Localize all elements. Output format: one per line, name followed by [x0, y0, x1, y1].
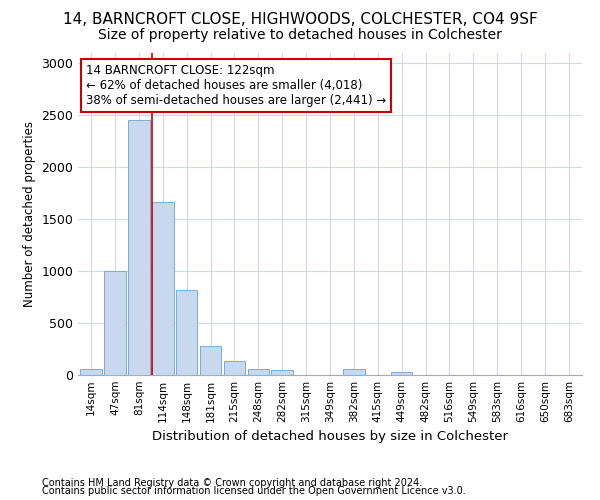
- Bar: [271, 370, 293, 375]
- Bar: [104, 271, 126, 375]
- Bar: [248, 370, 269, 375]
- Bar: [200, 346, 221, 375]
- X-axis label: Distribution of detached houses by size in Colchester: Distribution of detached houses by size …: [152, 430, 508, 444]
- Text: Size of property relative to detached houses in Colchester: Size of property relative to detached ho…: [98, 28, 502, 42]
- Bar: [80, 370, 102, 375]
- Bar: [224, 362, 245, 375]
- Bar: [391, 372, 412, 375]
- Text: 14, BARNCROFT CLOSE, HIGHWOODS, COLCHESTER, CO4 9SF: 14, BARNCROFT CLOSE, HIGHWOODS, COLCHEST…: [62, 12, 538, 28]
- Text: Contains HM Land Registry data © Crown copyright and database right 2024.: Contains HM Land Registry data © Crown c…: [42, 478, 422, 488]
- Bar: [128, 120, 149, 375]
- Bar: [343, 370, 365, 375]
- Text: Contains public sector information licensed under the Open Government Licence v3: Contains public sector information licen…: [42, 486, 466, 496]
- Y-axis label: Number of detached properties: Number of detached properties: [23, 120, 36, 306]
- Bar: [152, 202, 173, 375]
- Bar: [176, 290, 197, 375]
- Text: 14 BARNCROFT CLOSE: 122sqm
← 62% of detached houses are smaller (4,018)
38% of s: 14 BARNCROFT CLOSE: 122sqm ← 62% of deta…: [86, 64, 386, 107]
